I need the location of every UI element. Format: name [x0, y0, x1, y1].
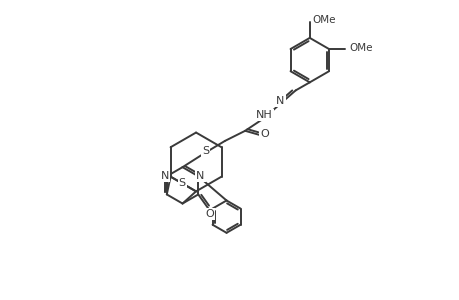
Text: N: N [276, 95, 284, 106]
Text: N: N [160, 171, 168, 181]
Text: OMe: OMe [312, 15, 335, 25]
Text: N: N [196, 171, 204, 181]
Text: S: S [202, 146, 209, 156]
Text: NH: NH [255, 110, 272, 120]
Text: O: O [259, 129, 268, 139]
Text: OMe: OMe [349, 43, 372, 53]
Text: O: O [205, 208, 213, 219]
Text: S: S [179, 178, 185, 188]
